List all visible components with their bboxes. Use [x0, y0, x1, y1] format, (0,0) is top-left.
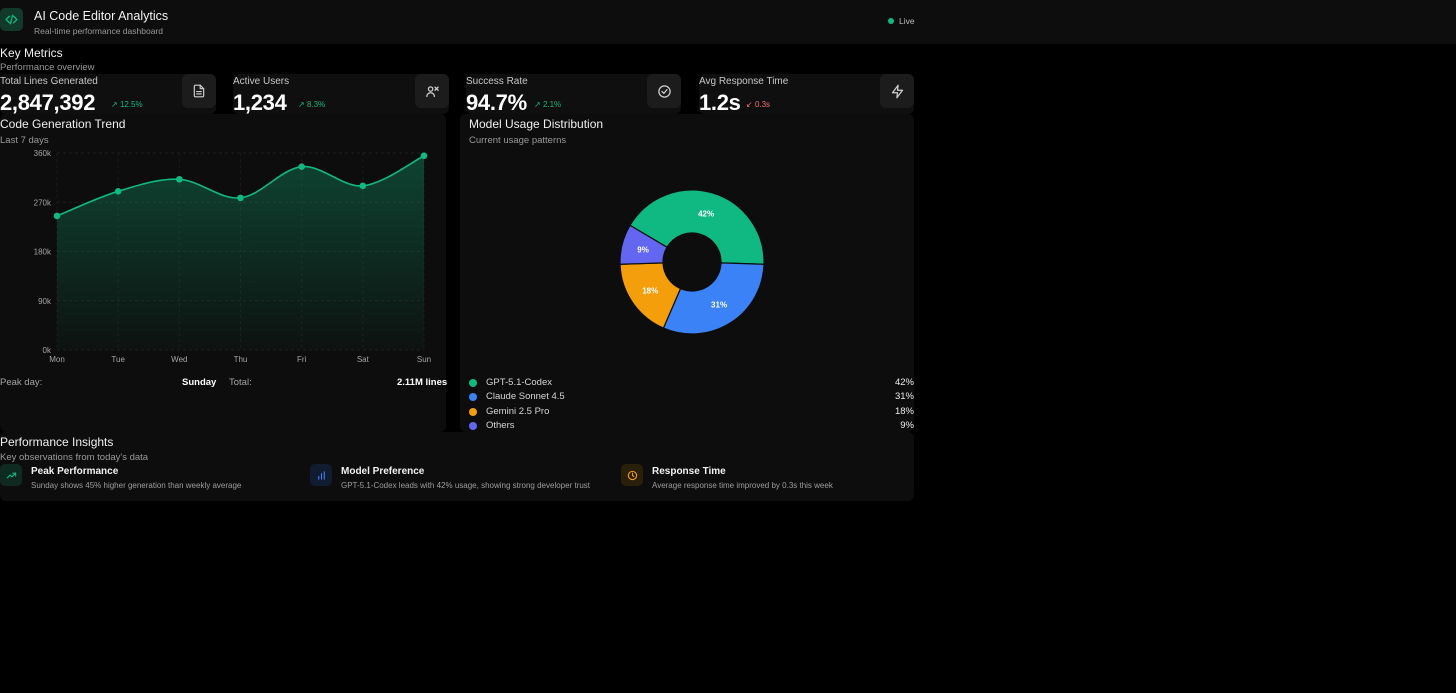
x-tick-label: Mon: [49, 355, 65, 364]
app-subtitle: Real-time performance dashboard: [34, 26, 163, 36]
metric-delta: ↗ 2.1%: [534, 100, 562, 109]
x-tick-label: Tue: [111, 355, 125, 364]
donut-slice[interactable]: [662, 262, 765, 335]
x-tick-label: Sat: [357, 355, 370, 364]
metric-card-active-users: Active Users 1,234 ↗ 8.3%: [233, 74, 449, 115]
trend-point[interactable]: [237, 194, 244, 202]
trend-title: Code Generation Trend: [0, 117, 126, 131]
x-tick-label: Fri: [297, 355, 307, 364]
donut-slice-label: 42%: [698, 210, 714, 219]
legend-dot: [469, 422, 477, 430]
metric-value: 1,234: [233, 90, 287, 115]
trend-subtitle: Last 7 days: [0, 135, 49, 146]
usage-subtitle: Current usage patterns: [469, 135, 567, 146]
peak-day-label: Peak day:: [0, 377, 43, 388]
document-icon: [182, 74, 216, 108]
trend-point[interactable]: [114, 188, 122, 195]
usage-panel: [460, 114, 914, 432]
donut-slice[interactable]: [629, 189, 765, 265]
metric-label: Avg Response Time: [699, 76, 789, 87]
trend-point[interactable]: [53, 212, 61, 220]
y-tick-label: 0k: [43, 346, 52, 355]
total-value: 2.11M lines: [397, 377, 448, 388]
live-dot-icon: [888, 18, 894, 24]
live-status: Live: [888, 16, 915, 26]
total-label: Total:: [229, 377, 252, 388]
y-tick-label: 90k: [38, 297, 52, 306]
app-header: AI Code Editor Analytics Real-time perfo…: [0, 0, 1456, 44]
metric-delta: ↙ 0.3s: [746, 100, 771, 109]
legend-item-gemini: Gemini 2.5 Pro 18%: [469, 406, 914, 418]
legend-percent: 42%: [894, 377, 914, 388]
metrics-section-subtitle: Performance overview: [0, 62, 95, 73]
check-circle-icon: [647, 74, 681, 108]
y-tick-label: 270k: [34, 198, 52, 207]
trend-area-fill: [57, 155, 424, 350]
metric-value: 2,847,392: [0, 90, 96, 115]
legend-item-gpt: GPT-5.1-Codex 42%: [469, 377, 914, 389]
insight-description: Average response time improved by 0.3s t…: [652, 481, 833, 490]
x-tick-label: Sun: [417, 355, 431, 364]
app-title: AI Code Editor Analytics: [34, 9, 169, 23]
live-label: Live: [899, 16, 915, 26]
clock-icon: [621, 464, 643, 486]
lightning-icon: [880, 74, 914, 108]
y-tick-label: 360k: [34, 149, 52, 158]
legend-dot: [469, 393, 477, 401]
legend-name: GPT-5.1-Codex: [486, 377, 552, 388]
metric-card-success-rate: Success Rate 94.7% ↗ 2.1%: [466, 74, 681, 115]
insights-panel: [0, 432, 914, 501]
legend-name: Others: [486, 420, 515, 431]
insight-title: Response Time: [652, 466, 726, 477]
bar-chart-icon: [310, 464, 332, 486]
insights-subtitle: Key observations from today's data: [0, 452, 149, 463]
donut-slice-label: 9%: [637, 245, 649, 254]
usage-title: Model Usage Distribution: [469, 117, 604, 131]
users-icon: [415, 74, 449, 108]
trend-point[interactable]: [176, 175, 183, 183]
insight-description: Sunday shows 45% higher generation than …: [31, 481, 242, 490]
trend-point[interactable]: [420, 152, 428, 160]
legend-item-claude: Claude Sonnet 4.5 31%: [469, 391, 914, 403]
trend-point[interactable]: [298, 163, 305, 170]
insight-description: GPT-5.1-Codex leads with 42% usage, show…: [341, 481, 591, 490]
legend-dot: [469, 408, 477, 416]
legend-name: Gemini 2.5 Pro: [486, 406, 550, 417]
metric-card-response-time: Avg Response Time 1.2s ↙ 0.3s: [699, 74, 914, 115]
x-tick-label: Thu: [234, 355, 248, 364]
code-icon: [0, 8, 23, 31]
legend-percent: 9%: [900, 420, 914, 431]
metric-label: Total Lines Generated: [0, 76, 98, 87]
insight-title: Peak Performance: [31, 466, 119, 477]
donut-slice[interactable]: [619, 224, 668, 265]
legend-name: Claude Sonnet 4.5: [486, 391, 565, 402]
legend-dot: [469, 379, 477, 387]
metric-card-total-lines: Total Lines Generated 2,847,392 ↗ 12.5%: [0, 74, 216, 115]
donut-slice-label: 31%: [711, 301, 727, 310]
trending-up-icon: [0, 464, 22, 486]
legend-percent: 31%: [894, 391, 914, 402]
metric-value: 94.7%: [466, 90, 527, 115]
metric-label: Active Users: [233, 76, 290, 87]
metric-value: 1.2s: [699, 90, 741, 115]
trend-point[interactable]: [359, 182, 367, 190]
insight-title: Model Preference: [341, 466, 425, 477]
peak-day-value: Sunday: [182, 377, 217, 388]
x-tick-label: Wed: [171, 355, 187, 364]
metric-label: Success Rate: [466, 76, 528, 87]
y-tick-label: 180k: [34, 248, 52, 257]
insights-title: Performance Insights: [0, 435, 114, 449]
metric-delta: ↗ 8.3%: [298, 100, 326, 109]
usage-donut-chart: 42% 31% 18% 9%: [619, 189, 765, 335]
legend-item-others: Others 9%: [469, 420, 914, 432]
legend-percent: 18%: [894, 406, 914, 417]
donut-slice-label: 18%: [642, 286, 658, 295]
metric-delta: ↗ 12.5%: [111, 100, 143, 109]
trend-chart: 0k 90k 180k 270k 360k Mon Tue Wed Thu Fri Sat Sun: [34, 149, 431, 364]
metrics-section-title: Key Metrics: [0, 46, 63, 60]
